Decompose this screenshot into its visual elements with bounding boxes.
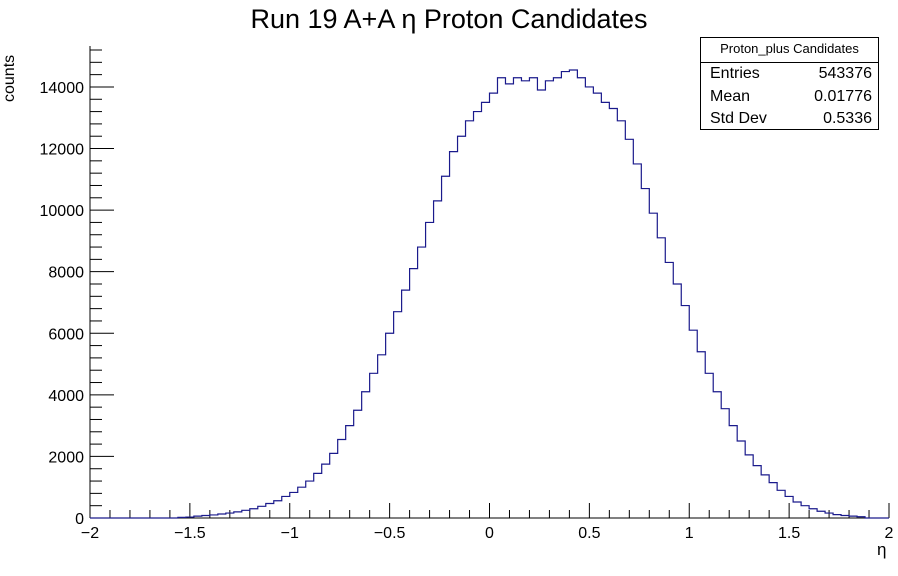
y-axis-label: counts [1,55,18,102]
x-tick-label: 1.5 [778,525,800,542]
stddev-value: 0.5336 [823,110,872,128]
y-tick-label: 4000 [48,388,84,405]
y-tick-label: 10000 [40,203,85,220]
y-tick-label: 14000 [40,80,85,97]
stats-box-name: Proton_plus Candidates [701,38,878,63]
x-tick-label: 0 [485,525,494,542]
x-tick-label: −1.5 [174,525,206,542]
stats-row-entries: Entries 543376 [701,63,878,86]
mean-label: Mean [710,87,751,105]
stats-box: Proton_plus Candidates Entries 543376 Me… [700,37,879,130]
stddev-label: Std Dev [710,110,767,128]
entries-label: Entries [710,65,760,82]
histogram-step-line [90,69,889,519]
entries-value: 543376 [818,65,872,82]
x-axis-label: η [877,540,886,559]
y-tick-label: 8000 [48,265,84,282]
y-tick-label: 2000 [48,449,84,466]
stats-row-mean: Mean 0.01776 [701,86,878,109]
stats-row-stddev: Std Dev 0.5336 [701,108,878,131]
y-tick-label: 6000 [48,326,84,343]
y-tick-label: 0 [75,511,84,528]
chart-title: Run 19 A+A η Proton Candidates [250,4,648,34]
x-tick-label: 1 [685,525,694,542]
x-tick-label: −2 [81,525,99,542]
x-tick-label: 0.5 [578,525,600,542]
y-tick-label: 12000 [40,142,85,159]
x-tick-label: 2 [885,525,894,542]
x-tick-label: −1 [281,525,299,542]
mean-value: 0.01776 [814,87,872,105]
x-tick-label: −0.5 [374,525,406,542]
